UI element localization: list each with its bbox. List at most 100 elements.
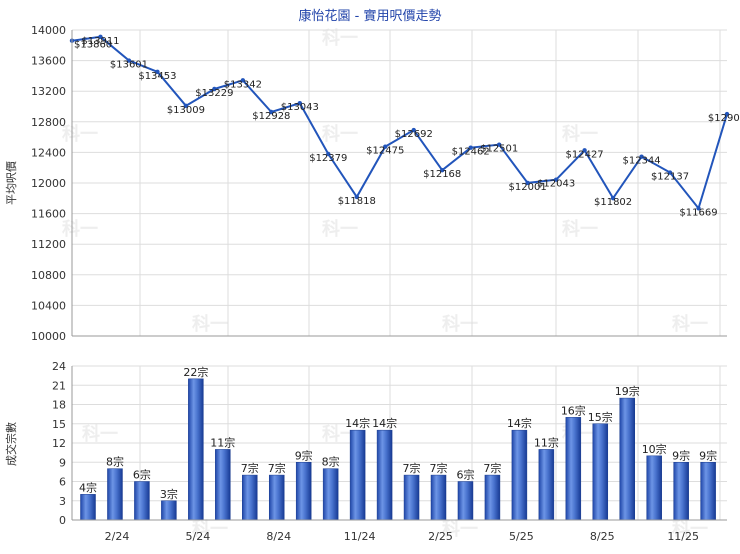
line-y-tick-label: 11200 [31,238,66,251]
bar-value-label: 8宗 [322,455,340,469]
bar-x-tick-label: 8/24 [266,530,291,543]
line-value-label: $12379 [309,153,347,164]
watermark: 科一科一科一科一科一科一科一科一科一科一科一科一科一科一科一科一 [62,27,708,540]
line-value-label: $11802 [594,197,632,208]
bar-value-label: 9宗 [699,448,717,462]
bar [161,500,177,521]
watermark-text: 科一 [442,313,478,335]
bar [592,423,609,521]
line-y-tick-label: 14000 [31,24,66,37]
line-point [468,145,473,150]
bar [646,455,662,521]
line-y-tick-label: 12000 [31,177,66,190]
bar [322,468,339,521]
line-value-label: $12692 [395,129,433,140]
bar [349,429,366,521]
watermark-text: 科一 [62,123,98,145]
line-value-label: $11818 [338,196,376,207]
bar-value-label: 7宗 [483,461,501,475]
bar-value-label: 16宗 [561,403,586,417]
bar-value-label: 9宗 [672,448,690,462]
line-y-tick-label: 13200 [31,85,66,98]
line-value-label: $12475 [366,146,404,157]
line-value-label: $12501 [480,144,518,155]
bar-y-tick-label: 24 [52,360,66,373]
line-point [496,142,502,147]
line-point [553,177,559,182]
line-point [183,103,189,109]
watermark-text: 科一 [322,27,358,49]
watermark-text: 科一 [322,123,358,145]
line-point [326,151,331,157]
watermark-text: 科一 [322,218,358,240]
bar-value-label: 14宗 [345,416,370,430]
bar-y-tick-label: 0 [59,514,66,527]
line-value-label: $13043 [281,102,319,113]
bar [242,474,258,521]
bar-x-tick-label: 5/24 [185,530,210,543]
bar-y-tick-label: 18 [52,399,66,412]
bar [700,462,716,521]
bar [107,468,123,521]
line-value-label: $12137 [651,172,689,183]
line-value-label: $12344 [622,156,660,167]
bar-x-tick-label: 11/25 [667,530,699,543]
bar-value-label: 7宗 [268,461,286,475]
bar-y-axis-title: 成交宗數 [4,422,18,466]
line-point [639,154,644,159]
bar-y-tick-label: 9 [59,456,66,469]
bar [188,378,204,521]
line-path [71,35,728,211]
watermark-text: 科一 [192,518,228,540]
bar-series [80,378,716,521]
line-y-tick-label: 12800 [31,116,66,129]
bar [538,449,555,521]
line-point [212,86,217,92]
watermark-text: 科一 [192,313,228,335]
line-point [440,167,445,173]
line-point [582,148,587,153]
line-point [155,69,160,75]
bar [484,474,501,521]
line-value-label: $13453 [138,71,176,82]
bar-y-tick-label: 15 [52,418,66,431]
line-value-label: $12043 [537,179,575,190]
line-point [696,206,701,211]
bar-value-label: 9宗 [295,448,313,462]
bar-y-tick-label: 21 [52,379,66,392]
line-point [667,170,673,175]
bar-x-tick-label: 11/24 [344,530,376,543]
chart-axes [71,30,727,521]
bar-value-label: 7宗 [403,461,421,475]
bar [565,417,582,521]
line-y-tick-label: 13600 [31,55,66,68]
line-y-tick-label: 10000 [31,330,66,343]
bar-x-tick-label: 2/24 [105,530,130,543]
line-y-axis-title: 平均呎價 [4,161,18,205]
watermark-text: 科一 [82,423,118,445]
chart-labels: 10000 10400 10800 11200 11600 12000 12400 12800… [31,24,740,543]
line-y-tick-label: 10800 [31,269,66,282]
line-y-tick-label: 10400 [31,299,66,312]
line-value-label: $12901 [708,113,740,124]
bar [80,494,96,521]
bar-y-tick-label: 3 [59,495,66,508]
bar-value-label: 6宗 [456,468,474,482]
line-value-label: $11669 [679,207,717,218]
line-value-label: $12001 [509,182,547,193]
bar-y-tick-label: 6 [59,476,66,489]
line-point [411,127,416,133]
line-value-label: $13860 [74,40,112,51]
line-value-label: $13911 [81,36,119,47]
bar [430,474,447,521]
bar-value-label: 10宗 [642,442,667,456]
watermark-text: 科一 [62,218,98,240]
bar-value-label: 14宗 [507,416,532,430]
line-point [126,58,132,63]
line-value-label: $12168 [423,169,461,180]
bar-value-label: 22宗 [183,365,208,379]
line-point [724,111,730,117]
bar [619,397,635,521]
